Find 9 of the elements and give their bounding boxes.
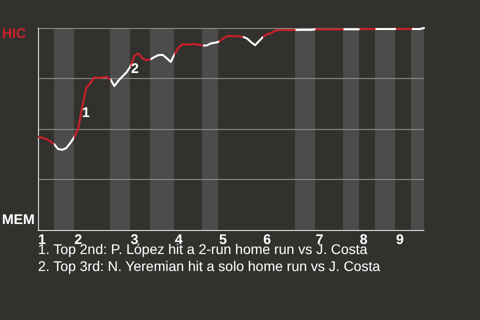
annotation: 2 [131,60,139,76]
text: HIC [2,25,26,41]
x-tick-label: 8 [360,231,368,247]
x-tick-label: 6 [263,231,272,247]
text: 2. Top 3rd: N. Yeremian hit a solo home run vs J. Costa [38,258,380,274]
text: MEM [2,211,35,227]
annotation: 1 [82,104,90,120]
x-tick-label: 5 [219,231,228,247]
x-tick-label: 9 [396,231,404,247]
